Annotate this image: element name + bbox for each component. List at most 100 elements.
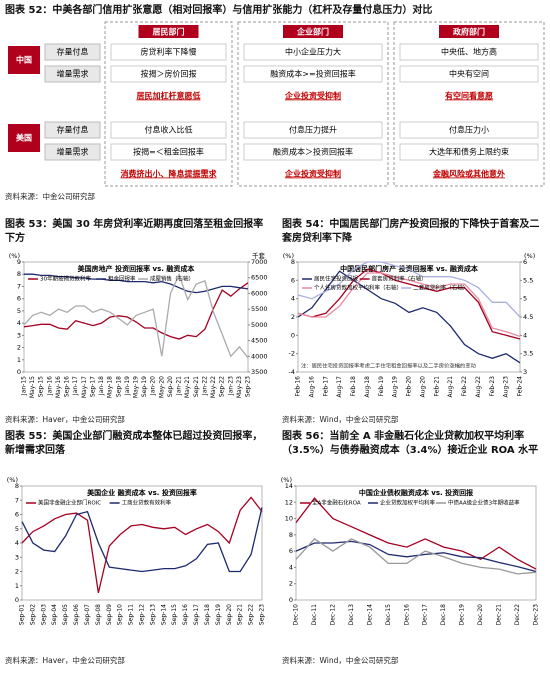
x-tick-label: Feb-20	[406, 376, 413, 397]
legend-label: 中债AA级企业债3年期收益率	[448, 499, 520, 507]
x-tick-label: Sep-02	[29, 604, 36, 625]
y2-tick-label: 6000	[251, 289, 268, 297]
x-tick-label: Aug-16	[308, 376, 315, 398]
y-unit: (%)	[9, 252, 20, 260]
y2-tick-label: 4500	[251, 337, 268, 345]
cell-text: 大选年和债务上限约束	[429, 147, 509, 157]
cell-box	[110, 143, 227, 161]
cell-text: 融资成本>=投资回报率	[270, 69, 355, 79]
x-tick-label: Sep-22	[248, 604, 255, 625]
conclusion: 居民加杠杆意愿低	[137, 91, 201, 101]
source: 资料来源：中金公司研究部	[5, 192, 95, 201]
series-line	[295, 540, 537, 573]
x-tick-label: May-19	[133, 376, 140, 398]
y-tick-label: 0	[291, 331, 295, 339]
column-header-box	[283, 25, 343, 38]
y-tick-label: 10	[285, 515, 293, 523]
column-frame	[237, 21, 389, 187]
x-tick-label: Dec-17	[422, 604, 429, 626]
column-frame	[393, 21, 545, 187]
source: 资料来源：Wind，中金公司研究部	[282, 415, 399, 424]
chart-title: 图表 53：美国 30 年房贷利率近期再度回落至租金回报率下方	[5, 219, 264, 244]
chart-title: 图表 54：中国居民部门房产投资回报的下降快于首套及二套房贷利率下降	[282, 219, 540, 244]
legend-label: 工商业贷款有效利率	[122, 499, 172, 507]
column-frame	[104, 21, 233, 187]
y-unit: (%)	[283, 252, 294, 260]
x-tick-label: Dec-15	[385, 604, 392, 626]
x-tick-label: Jan-15	[21, 376, 28, 396]
x-tick-label: Sep-15	[38, 376, 45, 397]
y-tick-label: 2	[15, 568, 19, 576]
x-tick-label: Sep-07	[84, 604, 91, 625]
series-line	[295, 538, 537, 575]
chart-note: 注：居民住宅投资回报率考虑二手住宅租金回报率以及二手房价涨幅的变动	[301, 362, 476, 370]
x-tick-label: Sep-23	[245, 376, 252, 397]
source: 资料来源：Haver，中金公司研究部	[5, 415, 125, 424]
x-tick-label: Dec-22	[514, 604, 521, 626]
cell-box	[110, 121, 227, 139]
region-label: 美国	[16, 133, 32, 143]
y-tick-label: 6	[15, 511, 19, 519]
y2-tick-label: 5	[523, 295, 527, 303]
legend-label: 二套房贷利率（右轴）	[413, 284, 468, 292]
chart-title: 图表 55：美国企业部门融资成本整体已超过投资回报率，新增需求回落	[5, 431, 263, 456]
y-tick-label: 2	[289, 580, 293, 588]
x-tick-label: Sep-22	[219, 376, 226, 397]
y2-tick-label: 5500	[251, 305, 268, 313]
y-tick-label: 4	[289, 563, 293, 571]
legend-label: 首套房贷利率（右轴）	[372, 275, 427, 283]
y-tick-label: 5	[15, 525, 19, 533]
series-line	[21, 507, 263, 573]
x-tick-label: Jan-17	[72, 376, 79, 396]
x-tick-label: Dec-19	[459, 604, 466, 626]
conclusion: 消费挤出小、降息提振需求	[121, 169, 218, 179]
conclusion: 有空间看意愿	[445, 91, 493, 101]
x-tick-label: Dec-13	[348, 604, 355, 626]
row-label: 增量需求	[57, 69, 89, 79]
x-tick-label: Feb-19	[378, 376, 385, 397]
cell-box	[243, 43, 383, 61]
row-label-box	[44, 121, 101, 139]
column-header-box	[138, 25, 199, 38]
series-line	[297, 270, 521, 364]
series-line	[23, 282, 249, 340]
y-tick-label: 12	[285, 498, 293, 506]
x-tick-label: Sep-18	[204, 604, 211, 625]
cell-box	[110, 65, 227, 83]
x-tick-label: Dec-12	[329, 604, 336, 626]
x-tick-label: Sep-16	[64, 376, 71, 397]
x-tick-label: Sep-19	[141, 376, 148, 397]
legend-label: 成屋销售（右轴）	[150, 275, 194, 283]
plot-frame	[295, 485, 537, 601]
x-tick-label: Aug-23	[503, 376, 510, 398]
row-label: 存量付息	[57, 47, 89, 57]
y-tick-label: 3	[17, 331, 21, 339]
x-tick-label: Sep-21	[193, 376, 200, 397]
x-tick-label: Sep-10	[117, 604, 124, 625]
series-line	[297, 268, 521, 340]
y-tick-label: 4	[291, 295, 295, 303]
x-tick-label: Sep-20	[226, 604, 233, 625]
chart-inner-title: 中国居民部门房产 投资回报率 vs. 融资成本	[340, 264, 478, 273]
x-tick-label: Aug-18	[364, 376, 371, 398]
y-tick-label: 3	[15, 553, 19, 561]
chart-inner-title: 中国企业债权融资成本 vs. 投资回报	[359, 488, 474, 497]
cell-box	[399, 121, 539, 139]
x-tick-label: Aug-22	[475, 376, 482, 398]
column-header-box	[439, 25, 499, 38]
x-tick-label: Sep-17	[89, 376, 96, 397]
plot-frame	[23, 261, 249, 373]
y2-tick-label: 6	[523, 258, 527, 266]
y2-tick-label: 4.5	[523, 313, 533, 321]
cell-text: 付息收入比低	[145, 125, 193, 135]
x-tick-label: Aug-21	[447, 376, 454, 398]
cell-text: 按揭＞房价回报	[141, 69, 197, 79]
y2-tick-label: 5.5	[523, 276, 533, 284]
x-tick-label: May-15	[29, 376, 36, 398]
series-line	[297, 272, 521, 338]
x-tick-label: Jan-23	[227, 376, 234, 396]
y-tick-label: 7	[15, 496, 19, 504]
x-tick-label: Sep-19	[215, 604, 222, 625]
